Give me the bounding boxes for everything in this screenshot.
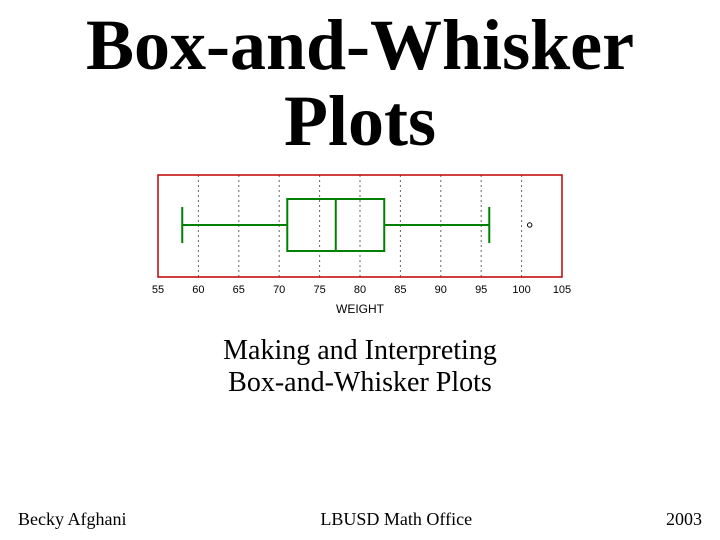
page-title: Box-and-Whisker Plots <box>0 0 720 159</box>
svg-text:105: 105 <box>553 284 571 296</box>
chart-container: 55 60 65 70 75 80 85 90 95 100 105 WEIGHT <box>0 165 720 325</box>
footer-left: Becky Afghani <box>18 509 126 530</box>
svg-text:85: 85 <box>394 284 406 296</box>
svg-text:WEIGHT: WEIGHT <box>336 302 385 316</box>
svg-text:65: 65 <box>233 284 245 296</box>
subtitle-line-1: Making and Interpreting <box>223 335 497 366</box>
svg-text:75: 75 <box>313 284 325 296</box>
subtitle: Making and Interpreting Box-and-Whisker … <box>0 335 720 399</box>
footer-center: LBUSD Math Office <box>320 509 472 530</box>
title-line-1: Box-and-Whisker <box>86 5 634 85</box>
svg-text:80: 80 <box>354 284 366 296</box>
svg-text:60: 60 <box>192 284 204 296</box>
svg-text:100: 100 <box>512 284 530 296</box>
title-line-2: Plots <box>284 81 436 161</box>
svg-text:95: 95 <box>475 284 487 296</box>
subtitle-line-2: Box-and-Whisker Plots <box>228 367 492 398</box>
svg-text:70: 70 <box>273 284 285 296</box>
footer: Becky Afghani LBUSD Math Office 2003 <box>0 509 720 530</box>
svg-text:90: 90 <box>435 284 447 296</box>
boxplot-chart: 55 60 65 70 75 80 85 90 95 100 105 WEIGHT <box>130 165 590 325</box>
footer-right: 2003 <box>666 509 702 530</box>
svg-text:55: 55 <box>152 284 164 296</box>
